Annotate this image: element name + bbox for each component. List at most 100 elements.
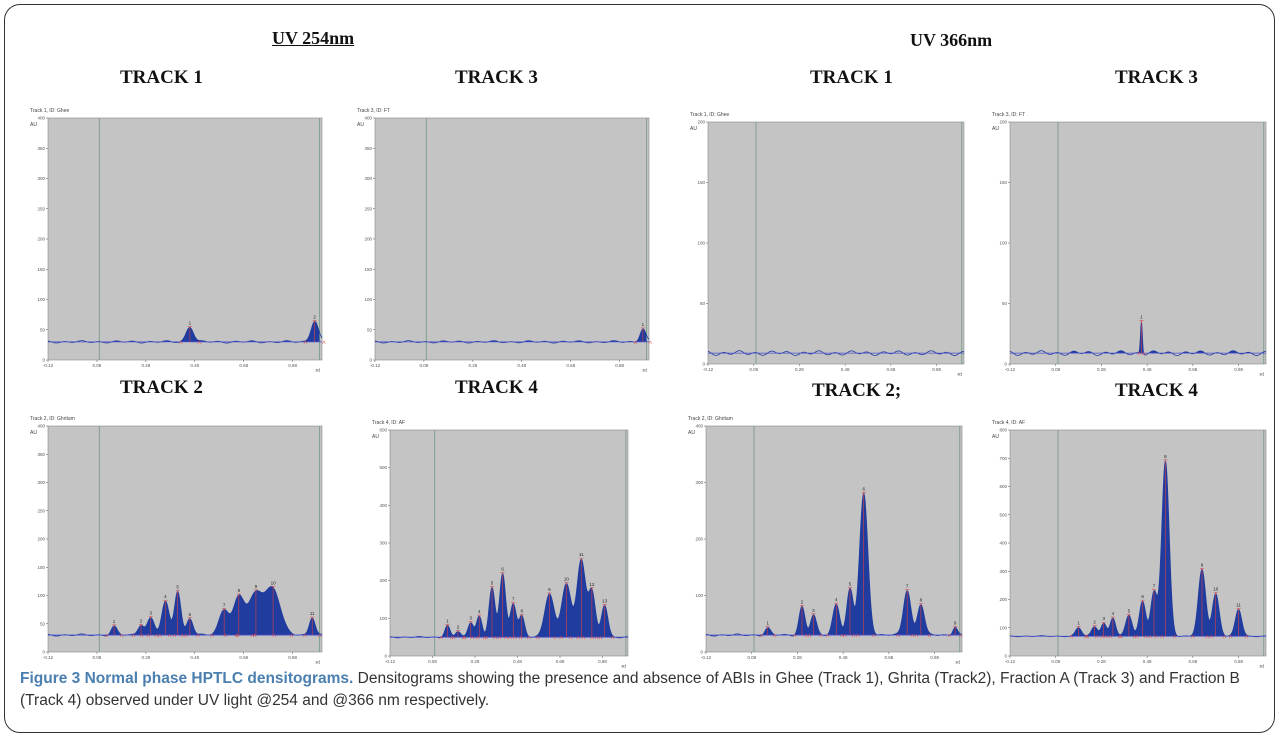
x-axis-label: Rf (316, 660, 321, 665)
peak-boundary-marker (648, 340, 652, 344)
peak-label: 4 (478, 609, 481, 614)
peak-boundary-marker (759, 633, 763, 638)
y-tick-label: 200 (695, 537, 703, 542)
figure-frame (4, 4, 1275, 733)
x-tick-label: -0.12 (1005, 659, 1016, 664)
x-tick-label: -0.12 (703, 367, 714, 372)
peak-boundary-marker (493, 635, 497, 640)
figure-caption: Figure 3 Normal phase HPTLC densitograms… (20, 668, 1260, 712)
peak-label: 10 (564, 577, 570, 582)
peak-label: 10 (271, 580, 277, 585)
peak-boundary-marker (1135, 634, 1139, 639)
densitogram-254-track3: Track 3, ID: FT AU 0 50 100 150 200 250 300 350 40… (355, 104, 655, 376)
peak-boundary-marker (317, 633, 322, 638)
y-tick-label: 250 (37, 206, 45, 211)
peak-boundary-marker (872, 633, 876, 638)
peak-label: 7 (512, 596, 515, 601)
peak-area-fill (99, 586, 320, 636)
peak-boundary-marker (594, 635, 599, 640)
peak-boundary-marker (180, 633, 184, 638)
peak-boundary-marker (840, 633, 844, 638)
x-tick-label: 0.88 (615, 363, 624, 368)
plot-area (1009, 429, 1267, 657)
peak-boundary-marker (1119, 634, 1123, 639)
peak-label: 3 (149, 611, 152, 616)
peak-boundary-marker (172, 633, 177, 638)
peak-boundary-marker (1141, 351, 1146, 356)
densitogram-svg: Track 2, ID: Ghritam AU 0 50 100 150 200 250 300… (30, 416, 323, 665)
peak-label: 10 (1213, 587, 1219, 592)
densitogram-svg: Track 1, ID: Ghee AU 0 50 100 150 200 250 300 350… (30, 108, 326, 373)
x-tick-label: 0.88 (1234, 367, 1243, 372)
peak-label: 6 (1141, 594, 1144, 599)
x-tick-label: 0.68 (1188, 367, 1197, 372)
peak-label: 1 (1077, 621, 1080, 626)
peak-boundary-marker (633, 340, 638, 344)
peak-boundary-marker (146, 633, 151, 638)
peak-boundary-marker (154, 633, 158, 638)
peak-boundary-marker (851, 633, 856, 638)
y-tick-label: 300 (37, 176, 45, 181)
peak-boundary-marker (1069, 634, 1073, 639)
uv254-header: UV 254nm (272, 28, 355, 48)
peak-boundary-marker (513, 635, 517, 640)
y-tick-label: 200 (37, 537, 45, 542)
peak-label: 6 (862, 486, 865, 491)
plot-area (707, 121, 965, 365)
plot-area (47, 117, 323, 361)
y-tick-label: 600 (379, 428, 387, 433)
track-header-text: Track 2, ID: Ghritam (688, 416, 733, 422)
peak-boundary-marker (1191, 634, 1195, 639)
peak-label: 9 (548, 587, 551, 592)
peak-boundary-marker (1100, 634, 1104, 639)
y-tick-label: 0 (42, 358, 45, 363)
peak-boundary-marker (1132, 634, 1137, 639)
track-title-254-2: TRACK 2 (120, 377, 203, 398)
x-tick-label: 0.68 (239, 363, 248, 368)
peak-area-fill (754, 493, 960, 636)
peak-boundary-marker (535, 635, 540, 640)
plot-area (1009, 121, 1267, 365)
x-tick-label: 0.68 (556, 659, 565, 664)
x-tick-label: 0.28 (1097, 659, 1106, 664)
densitogram-254-track4: Track 4, ID: AF AU 0 100 200 300 400 500 600 -0.1… (370, 416, 634, 672)
y-axis-label: AU (992, 434, 999, 440)
track-header-text: Track 2, ID: Ghritam (30, 416, 75, 422)
peak-boundary-marker (504, 635, 508, 640)
peak-boundary-marker (252, 633, 257, 638)
peak-label: 1 (189, 320, 192, 325)
x-tick-label: 0.88 (930, 655, 939, 660)
y-tick-label: 100 (999, 241, 1007, 246)
track-header-text: Track 3, ID: FT (992, 112, 1025, 118)
y-tick-label: 300 (364, 176, 372, 181)
track-header-text: Track 1, ID: Ghee (30, 108, 69, 114)
track-title-366-1: TRACK 1 (810, 67, 893, 88)
x-axis-label: Rf (1260, 372, 1265, 377)
peak-boundary-marker (947, 633, 952, 638)
y-tick-label: 0 (1004, 362, 1007, 367)
peak-boundary-marker (497, 635, 502, 640)
peak-label: 2 (801, 599, 804, 604)
x-tick-label: 0.48 (841, 367, 850, 372)
peak-label: 8 (920, 598, 923, 603)
track-title-254-4: TRACK 4 (455, 377, 538, 398)
y-tick-label: 200 (999, 597, 1007, 602)
uv366-header: UV 366nm (910, 30, 993, 50)
y-tick-label: 50 (1002, 301, 1008, 306)
y-tick-label: 500 (999, 512, 1007, 517)
x-tick-label: 0.88 (1234, 659, 1243, 664)
peak-boundary-marker (772, 633, 777, 638)
peak-label: 8 (1164, 454, 1167, 459)
x-tick-label: 0.48 (839, 655, 848, 660)
densitogram-254-track2: Track 2, ID: Ghritam AU 0 50 100 150 200 250 300… (28, 412, 328, 668)
densitogram-svg: Track 3, ID: FT AU 0 50 100 150 200 -0.12 0.08 0.… (992, 112, 1267, 377)
y-tick-label: 200 (37, 237, 45, 242)
x-axis-label: Rf (956, 660, 961, 665)
peak-boundary-marker (1144, 634, 1148, 639)
peak-boundary-marker (289, 633, 294, 638)
peak-label: 9 (255, 584, 258, 589)
peak-label: 9 (1201, 562, 1204, 567)
peak-label: 1 (446, 618, 449, 623)
peak-label: 4 (835, 597, 838, 602)
y-tick-label: 400 (999, 541, 1007, 546)
